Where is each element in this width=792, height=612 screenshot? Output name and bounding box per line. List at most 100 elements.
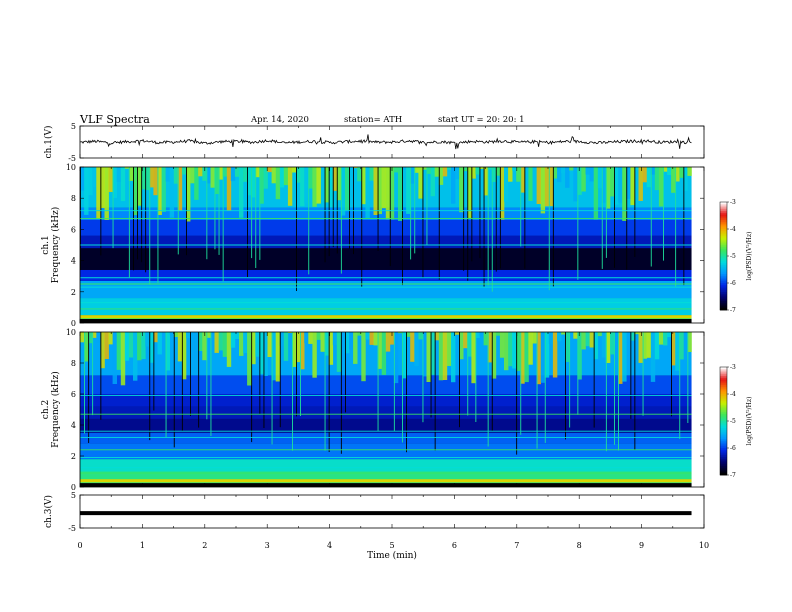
ch1-spec-streak: [422, 167, 424, 279]
ch1-colorbar-gradient-step: [720, 207, 727, 210]
ch1-spec-column: [120, 167, 126, 202]
ch1-colorbar-gradient-step: [720, 308, 727, 311]
ch2-spec-column: [283, 332, 289, 361]
ch1-spec-streak: [487, 167, 489, 286]
ch1-spec-streak: [308, 167, 310, 275]
ch1-spec-column: [186, 167, 191, 222]
ch2-spec-column: [377, 332, 382, 369]
ch2-spec-column: [357, 332, 362, 336]
ch2-spec-streak: [292, 332, 293, 451]
ch1-spec-streak: [683, 167, 685, 286]
ch1-spec-column: [222, 167, 228, 177]
ch2-colorbar-gradient-step: [720, 374, 727, 377]
ch1-spec-column: [614, 167, 619, 205]
ch1-colorbar-gradient-step: [720, 295, 727, 298]
ch2-colorbar-gradient-step: [720, 397, 727, 400]
ch1-spec-column: [149, 167, 154, 188]
ch1-spec-column: [398, 167, 403, 221]
ch1-spec-streak: [128, 167, 130, 278]
ch1-spec-streak: [214, 167, 216, 250]
ch1-spec-column: [414, 167, 419, 173]
ch1-colorbar-gradient-step: [720, 245, 727, 248]
ch1-spec-ylabel-frequency: Frequency (kHz): [50, 207, 61, 284]
ch1-spec-column: [618, 167, 623, 203]
ch1-spec-column: [479, 167, 484, 169]
ch1-colorbar-gradient-step: [720, 281, 727, 284]
ch2-spec-column: [569, 332, 574, 334]
ch1-spec-column: [597, 167, 603, 189]
ch2-spec-column: [528, 332, 533, 365]
ch1-spec-tone-strong: [80, 315, 692, 319]
ch1-spec-column: [292, 167, 297, 173]
ch2-spec-column: [618, 332, 623, 384]
ch2-spec-band: [80, 443, 692, 460]
ch2-spec-column: [177, 332, 183, 362]
ch2-spec-column: [434, 332, 440, 341]
ch2-colorbar-gradient-step: [720, 401, 727, 404]
ch2-colorbar-gradient-step: [720, 392, 727, 395]
ch2-spec-column: [398, 332, 403, 334]
ch1-colorbar-gradient-step: [720, 270, 727, 273]
ch2-spec-column: [202, 332, 207, 361]
ch2-spec-streak: [679, 332, 681, 439]
ch2-spec-column: [630, 332, 635, 341]
ch2-spec-streak: [402, 332, 403, 443]
time-axis-label: Time (min): [367, 550, 417, 561]
ch2-colorbar-gradient-step: [720, 460, 727, 463]
ch2-spec-column: [251, 332, 256, 365]
ch2-spec-streak: [149, 332, 151, 441]
ch2-spec-column: [353, 332, 358, 364]
ch2-spec-streak: [153, 332, 155, 411]
ch2-spec-column: [406, 332, 411, 337]
ch2-spec-column: [104, 332, 109, 359]
ch2-spec-column: [336, 332, 342, 372]
ch2-spec-column: [610, 332, 615, 355]
ch2-spec-column: [267, 332, 272, 357]
ch1-spec-column: [84, 167, 89, 215]
ch1-spec-column: [516, 167, 521, 182]
ch1-spec-streak: [614, 167, 615, 268]
ch2-colorbar-gradient-step: [720, 404, 727, 407]
ch2-spec-column: [573, 332, 578, 339]
ch2-spec-column: [508, 332, 513, 367]
ch1-spec-column: [512, 167, 517, 171]
ch2-spec-streak: [459, 332, 460, 428]
ch1-spec-column: [161, 167, 166, 212]
ch1-spec-streak: [206, 167, 208, 260]
ch1-colorbar: -3 -4 -5 -6 -7 log(PSD)(V²/Hz): [719, 199, 753, 314]
ch1-spec-column: [357, 167, 362, 182]
ch1-spec-column: [230, 167, 236, 182]
ch1-spec-column: [324, 167, 329, 203]
ch2-spec-column: [577, 332, 582, 380]
ch1-spec-column: [116, 167, 122, 182]
ch2-spec-column: [141, 332, 146, 359]
ch2-spec-column: [642, 332, 647, 359]
ch2-spec-column: [120, 332, 126, 386]
ch1-spec-column: [373, 167, 378, 215]
ch2-spec-column: [145, 332, 150, 347]
ch2-spec-column: [287, 332, 293, 333]
ch1-colorbar-gradient-step: [720, 221, 727, 224]
ch2-colorbar-gradient-step: [720, 372, 727, 375]
ch1-spec-streak: [410, 167, 412, 260]
ch2-colorbar-gradient-step: [720, 430, 727, 433]
ch1-spec-column: [491, 167, 497, 182]
ch1-spec-streak: [601, 167, 603, 269]
ch1-colorbar-gradient-step: [720, 223, 727, 226]
ch2-spec-streak: [324, 332, 326, 451]
ch1-spec-column: [336, 167, 342, 201]
ch2-spec-column: [247, 332, 252, 386]
ch2-spec-column: [687, 332, 692, 352]
ch2-colorbar-tick-label: -7: [730, 472, 736, 479]
ch2-spec-column: [442, 332, 448, 380]
ch2-spec-streak: [393, 332, 395, 431]
ch1-spec-column: [581, 167, 586, 192]
ch1-spec-streak: [483, 167, 485, 287]
ch1-spec-column: [683, 167, 688, 191]
start-time-label: start UT = 20: 20: 1: [438, 115, 525, 125]
ch1-spec-column: [577, 167, 582, 195]
ch2-spec-column: [133, 332, 138, 381]
ch2-spec-column: [320, 332, 325, 352]
ch2-colorbar-gradient-step: [720, 451, 727, 454]
ch1-spec-streak: [137, 167, 138, 260]
